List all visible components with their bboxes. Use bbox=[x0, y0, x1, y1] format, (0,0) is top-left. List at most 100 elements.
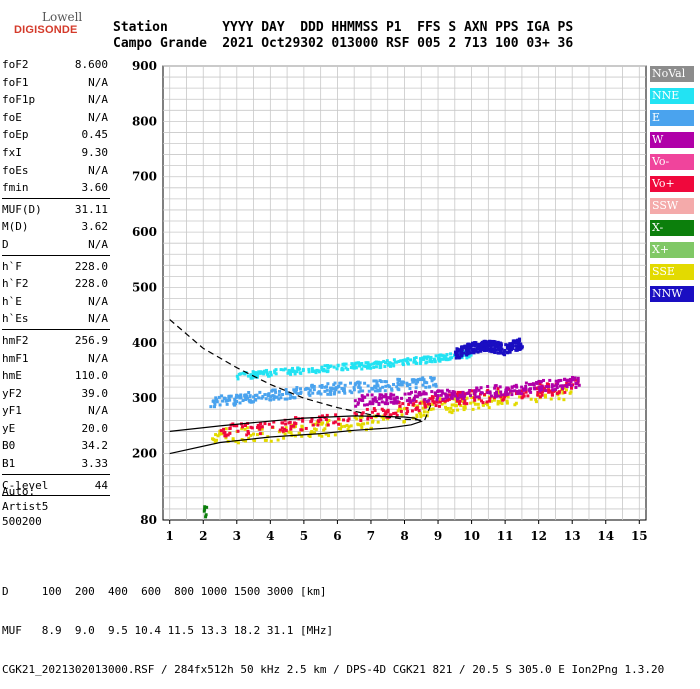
echo-point bbox=[405, 359, 409, 363]
param-row: foF1 N/A bbox=[0, 74, 112, 92]
echo-point bbox=[263, 438, 267, 442]
echo-point bbox=[300, 428, 304, 432]
echo-point bbox=[431, 402, 435, 406]
echo-point bbox=[310, 385, 314, 389]
echo-point bbox=[238, 396, 242, 400]
header-value: RSF bbox=[385, 36, 410, 51]
echo-point bbox=[427, 385, 431, 389]
echo-point bbox=[224, 434, 228, 438]
header-value: 100 bbox=[495, 36, 519, 51]
param-value: 3.33 bbox=[81, 457, 109, 471]
echo-point bbox=[241, 399, 245, 403]
echo-point bbox=[516, 391, 520, 395]
echo-point bbox=[269, 398, 273, 402]
echo-point bbox=[354, 404, 358, 408]
echo-point bbox=[386, 408, 390, 412]
echo-point bbox=[269, 370, 273, 374]
header-label: S bbox=[448, 20, 457, 35]
echo-point bbox=[493, 340, 497, 344]
echo-point bbox=[509, 389, 513, 393]
echo-point bbox=[462, 397, 466, 401]
echo-point bbox=[313, 427, 317, 431]
header-label: DAY bbox=[261, 20, 285, 35]
echo-point bbox=[360, 394, 364, 398]
echo-point bbox=[420, 392, 424, 396]
echo-point bbox=[346, 428, 350, 432]
legend-item: X+ bbox=[650, 242, 694, 258]
param-row: hmE 110.0 bbox=[0, 367, 112, 385]
echo-point bbox=[447, 389, 451, 393]
echo-point bbox=[496, 394, 500, 398]
echo-point bbox=[429, 355, 433, 359]
echo-point bbox=[444, 396, 448, 400]
echo-point bbox=[574, 382, 578, 386]
echo-point bbox=[424, 385, 428, 389]
echo-point bbox=[421, 376, 425, 380]
param-row: foEs N/A bbox=[0, 162, 112, 180]
echo-point bbox=[278, 389, 282, 393]
echo-point bbox=[250, 376, 254, 380]
echo-point bbox=[538, 385, 542, 389]
echo-point bbox=[406, 357, 410, 361]
echo-point bbox=[506, 392, 510, 396]
echo-point bbox=[408, 392, 412, 396]
echo-point bbox=[422, 358, 426, 362]
echo-point bbox=[555, 391, 559, 395]
echo-point bbox=[400, 396, 404, 400]
echo-point bbox=[475, 346, 479, 350]
echo-point bbox=[245, 426, 249, 430]
echo-point bbox=[440, 389, 444, 393]
echo-point bbox=[371, 397, 375, 401]
echo-point bbox=[368, 400, 372, 404]
param-row: hmF1 N/A bbox=[0, 350, 112, 368]
echo-point bbox=[321, 414, 325, 418]
echo-point bbox=[323, 389, 327, 393]
echo-point bbox=[483, 393, 487, 397]
echo-point bbox=[265, 371, 269, 375]
echo-point bbox=[365, 403, 369, 407]
echo-point bbox=[513, 403, 517, 407]
echo-point bbox=[264, 397, 268, 401]
echo-point bbox=[342, 362, 346, 366]
echo-point bbox=[423, 380, 427, 384]
echo-point bbox=[435, 398, 439, 402]
echo-point bbox=[477, 395, 481, 399]
param-value: N/A bbox=[88, 404, 108, 418]
echo-point bbox=[379, 361, 383, 365]
param-name: h`F bbox=[2, 259, 22, 273]
x-tick-label: 3 bbox=[233, 529, 241, 543]
echo-point bbox=[289, 431, 293, 435]
echo-point bbox=[392, 411, 396, 415]
echo-point bbox=[550, 393, 554, 397]
echo-point bbox=[393, 398, 397, 402]
echo-point bbox=[386, 417, 390, 421]
echo-point bbox=[573, 376, 577, 380]
echo-point bbox=[317, 433, 321, 437]
echo-point bbox=[277, 430, 281, 434]
echo-point bbox=[543, 393, 547, 397]
echo-point bbox=[348, 389, 352, 393]
param-separator bbox=[2, 473, 110, 475]
echo-point bbox=[381, 409, 385, 413]
echo-point bbox=[310, 430, 314, 434]
echo-point bbox=[417, 393, 421, 397]
echo-point bbox=[312, 384, 316, 388]
echo-point bbox=[392, 358, 396, 362]
echo-point bbox=[430, 395, 434, 399]
echo-point bbox=[417, 409, 421, 413]
echo-point bbox=[564, 388, 568, 392]
echo-point bbox=[513, 389, 517, 393]
param-row: M(D) 3.62 bbox=[0, 218, 112, 236]
echo-point bbox=[385, 359, 389, 363]
echo-point bbox=[521, 387, 525, 391]
param-row: B1 3.33 bbox=[0, 455, 112, 473]
echo-point bbox=[461, 394, 465, 398]
param-name: hmE bbox=[2, 369, 22, 383]
header-values: Campo Grande 2021 Oct29302 013000 RSF 005 2 713… bbox=[113, 36, 573, 52]
echo-point bbox=[408, 387, 412, 391]
echo-point bbox=[444, 405, 448, 409]
echo-point bbox=[515, 385, 519, 389]
echo-point bbox=[547, 388, 551, 392]
echo-point bbox=[393, 397, 397, 401]
legend-item: SSE bbox=[650, 264, 694, 280]
